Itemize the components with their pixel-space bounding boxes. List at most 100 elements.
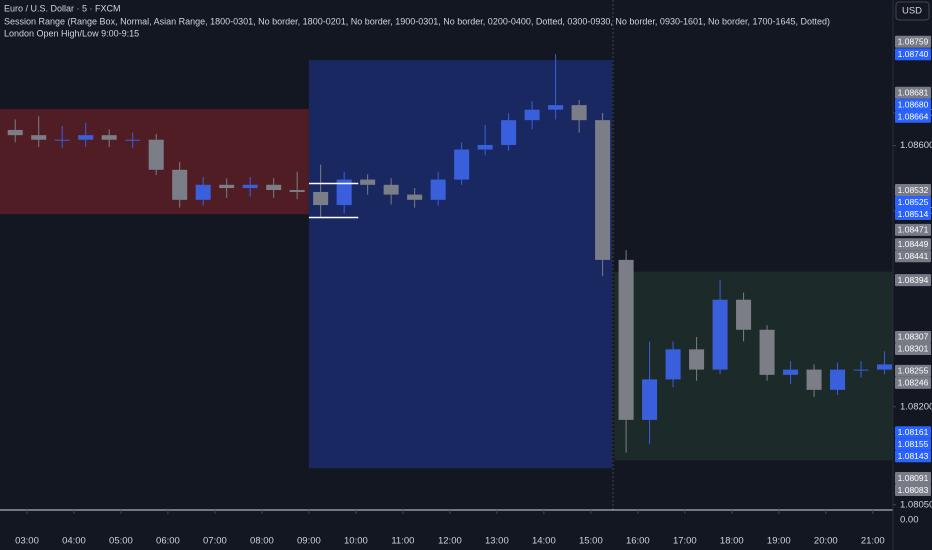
price-badge (895, 98, 931, 111)
candle-body (336, 179, 352, 206)
candle-body (242, 184, 258, 189)
price-badge (895, 48, 931, 61)
price-badge (895, 208, 931, 221)
price-badge (895, 110, 931, 123)
y-tick-label: 1.08050 (900, 499, 932, 510)
x-tick-label: 08:00 (250, 536, 274, 547)
x-tick-label: 11:00 (391, 536, 414, 547)
price-badge (895, 196, 931, 209)
x-tick-label: 20:00 (814, 536, 838, 547)
price-badge (895, 250, 931, 263)
candle-body (501, 120, 517, 145)
candle-body (736, 299, 752, 330)
candle-body (524, 109, 540, 121)
candle-body (360, 179, 376, 185)
x-tick-label: 19:00 (767, 536, 791, 547)
session-box (308, 60, 612, 469)
plot-area (0, 0, 893, 510)
candle-body (78, 135, 94, 140)
candle-body (830, 369, 846, 390)
session-box (614, 271, 893, 461)
price-badge (895, 274, 931, 287)
price-badge-label: 1.08394 (898, 275, 929, 285)
pane2-tick-label: 0.00 (900, 515, 919, 526)
x-tick-label: 09:00 (297, 536, 321, 547)
y-tick-label: 1.08200 (900, 401, 932, 412)
candle-body (571, 105, 587, 121)
x-tick-label: 17:00 (673, 536, 697, 547)
candle-body (642, 379, 658, 420)
price-badge-label: 1.08161 (898, 427, 929, 437)
candle-body (430, 179, 446, 200)
price-badge-label: 1.08681 (898, 87, 929, 97)
candle-body (31, 135, 47, 140)
price-badge (895, 438, 931, 451)
x-tick-label: 10:00 (344, 536, 368, 547)
price-badge-label: 1.08525 (898, 197, 929, 207)
candle-body (266, 184, 282, 191)
candle-body (595, 120, 611, 260)
candle-body (219, 184, 235, 189)
candle-body (853, 369, 869, 371)
y-tick-label: 1.08600 (900, 140, 932, 151)
price-badge-label: 1.08449 (898, 239, 929, 249)
x-tick-label: 12:00 (438, 536, 462, 547)
candle-body (125, 139, 141, 141)
price-badge-label: 1.08091 (898, 473, 929, 483)
price-badge (895, 364, 931, 377)
candle-body (712, 299, 728, 370)
candle-body (407, 194, 423, 200)
price-badge-label: 1.08246 (898, 378, 929, 388)
x-tick-label: 21:00 (861, 536, 885, 547)
price-badge (895, 472, 931, 485)
candle-body (877, 364, 893, 370)
candle-body (689, 349, 705, 370)
candle-body (101, 135, 117, 140)
x-tick-label: 03:00 (15, 536, 39, 547)
candle-body (759, 329, 775, 375)
price-badge (895, 35, 931, 48)
indicator-label: Session Range (Range Box, Normal, Asian … (4, 16, 830, 26)
price-badge (895, 330, 931, 343)
price-badge-label: 1.08441 (898, 251, 929, 261)
candle-body (148, 139, 164, 170)
x-tick-label: 06:00 (156, 536, 180, 547)
candle-body (383, 184, 399, 195)
price-badge-label: 1.08143 (898, 451, 929, 461)
price-badge-label: 1.08301 (898, 344, 929, 354)
candle-body (665, 349, 681, 380)
price-badge-label: 1.08083 (898, 485, 929, 495)
candle-body (172, 169, 188, 200)
candle-body (618, 259, 634, 420)
price-badge-label: 1.08680 (898, 99, 929, 109)
price-badge (895, 223, 931, 236)
candle-body (477, 144, 493, 150)
x-tick-label: 07:00 (203, 536, 227, 547)
price-badge-label: 1.08740 (898, 49, 929, 59)
x-tick-label: 04:00 (62, 536, 86, 547)
currency-label[interactable]: USD (902, 6, 922, 17)
candle-body (54, 139, 70, 141)
x-tick-label: 18:00 (720, 536, 744, 547)
price-badge-label: 1.08664 (898, 111, 929, 121)
candle-body (454, 149, 470, 180)
x-tick-label: 05:00 (109, 536, 133, 547)
x-tick-label: 16:00 (626, 536, 650, 547)
price-badge (895, 450, 931, 463)
price-badge (895, 376, 931, 389)
price-badge-label: 1.08759 (898, 37, 929, 47)
price-badge-label: 1.08307 (898, 332, 929, 342)
indicator-label: London Open High/Low 9:00-9:15 (4, 28, 139, 38)
currency-button[interactable] (895, 1, 930, 21)
x-tick-label: 14:00 (532, 536, 556, 547)
price-badge-label: 1.08514 (898, 209, 929, 219)
price-badge (895, 484, 931, 497)
price-badge-label: 1.08255 (898, 366, 929, 376)
price-badge (895, 238, 931, 251)
price-badge-label: 1.08532 (898, 185, 929, 195)
candle-body (289, 190, 305, 192)
price-badge-label: 1.08471 (898, 225, 929, 235)
price-badge-label: 1.08155 (898, 439, 929, 449)
x-tick-label: 15:00 (579, 536, 603, 547)
